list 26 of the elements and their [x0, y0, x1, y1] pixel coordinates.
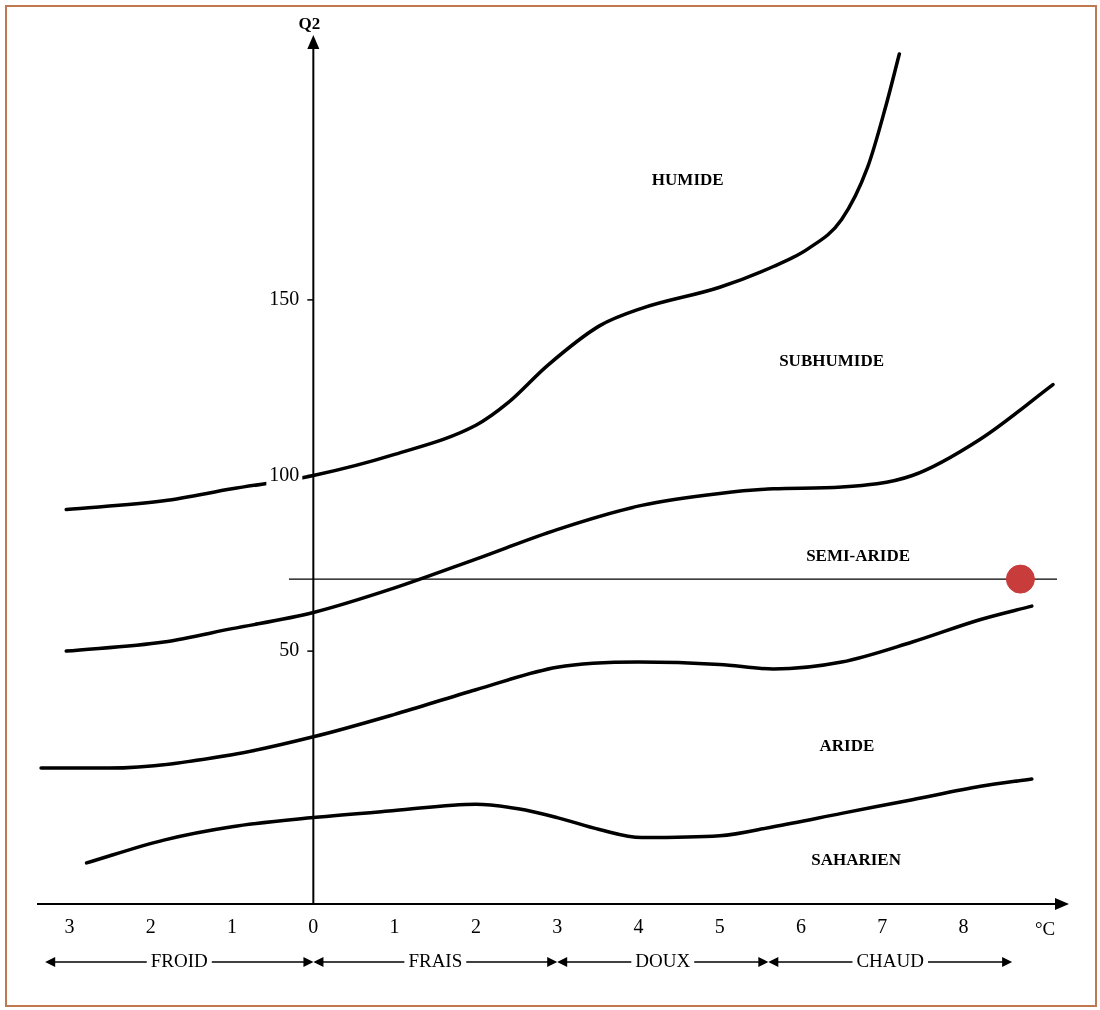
text: FROID	[150, 949, 208, 971]
x-tick-label: 3	[64, 915, 75, 938]
text: CHAUD	[856, 949, 925, 971]
x-tick-label: 0	[308, 915, 319, 938]
x-tick-label: 3	[552, 915, 563, 938]
annotation: SUBHUMIDE	[779, 350, 885, 370]
annotation: ARIDE	[819, 735, 875, 755]
text: DOUX	[635, 949, 691, 971]
y-tick-label: 100	[269, 462, 300, 485]
y-tick-label: 150	[269, 287, 300, 310]
x-axis-title: °C	[1035, 917, 1056, 939]
annotation: SAHARIEN	[811, 849, 902, 869]
x-tick-label: 5	[714, 915, 725, 938]
x-tick-label: 8	[958, 915, 969, 938]
y-axis-title: Q2	[298, 13, 321, 33]
x-tick-label: 7	[877, 915, 888, 938]
text: FRAIS	[408, 949, 463, 971]
annotation: HUMIDE	[651, 170, 724, 190]
annotation: SEMI-ARIDE	[806, 546, 911, 566]
y-tick-label: 50	[279, 638, 300, 661]
x-tick-label: 6	[795, 915, 806, 938]
x-tick-label: 1	[389, 915, 400, 938]
x-tick-label: 4	[633, 915, 644, 938]
x-tick-label: 1	[227, 915, 238, 938]
x-tick-label: 2	[470, 915, 481, 938]
x-tick-label: 2	[145, 915, 156, 938]
